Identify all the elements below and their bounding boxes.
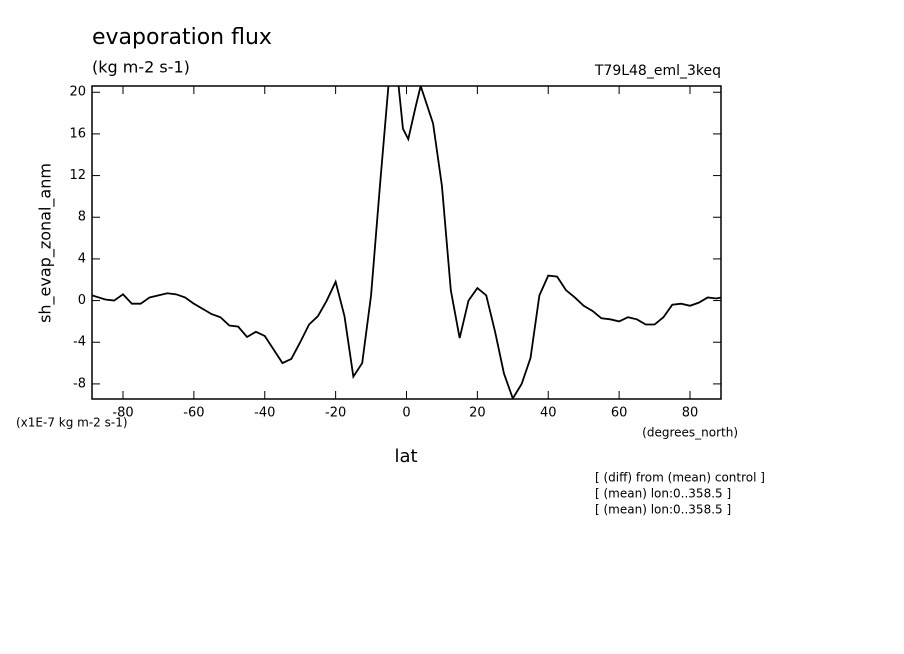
x-tick-label: -60 <box>183 406 204 421</box>
y-units: (x1E-7 kg m-2 s-1) <box>16 416 128 430</box>
x-units: (degrees_north) <box>642 426 738 440</box>
y-tick-label: -4 <box>73 335 86 350</box>
chart-title: evaporation flux <box>92 25 272 50</box>
chart-subtitle: (kg m-2 s-1) <box>92 58 190 77</box>
x-tick-label: 60 <box>611 406 628 421</box>
y-tick-label: 0 <box>78 293 86 308</box>
x-tick-label: -40 <box>254 406 275 421</box>
y-tick-label: 12 <box>69 168 86 183</box>
x-tick-label: 20 <box>469 406 486 421</box>
data-line <box>92 86 721 399</box>
x-axis-label: lat <box>394 446 417 467</box>
x-tick-label: -80 <box>112 406 133 421</box>
x-tick-label: -20 <box>325 406 346 421</box>
x-tick-label: 40 <box>540 406 557 421</box>
x-tick-label: 0 <box>402 406 410 421</box>
y-tick-label: 4 <box>78 251 86 266</box>
y-tick-label: 20 <box>69 85 86 100</box>
y-axis-label: sh_evap_zonal_anm <box>36 163 56 323</box>
y-tick-label: -8 <box>73 376 86 391</box>
note: [ (mean) lon:0..358.5 ] <box>595 487 731 501</box>
note: [ (mean) lon:0..358.5 ] <box>595 503 731 517</box>
run-label: T79L48_eml_3keq <box>594 63 721 79</box>
y-tick-label: 8 <box>78 210 86 225</box>
note: [ (diff) from (mean) control ] <box>595 471 765 485</box>
x-tick-label: 80 <box>682 406 699 421</box>
y-tick-label: 16 <box>69 126 86 141</box>
plot-frame <box>91 85 722 400</box>
